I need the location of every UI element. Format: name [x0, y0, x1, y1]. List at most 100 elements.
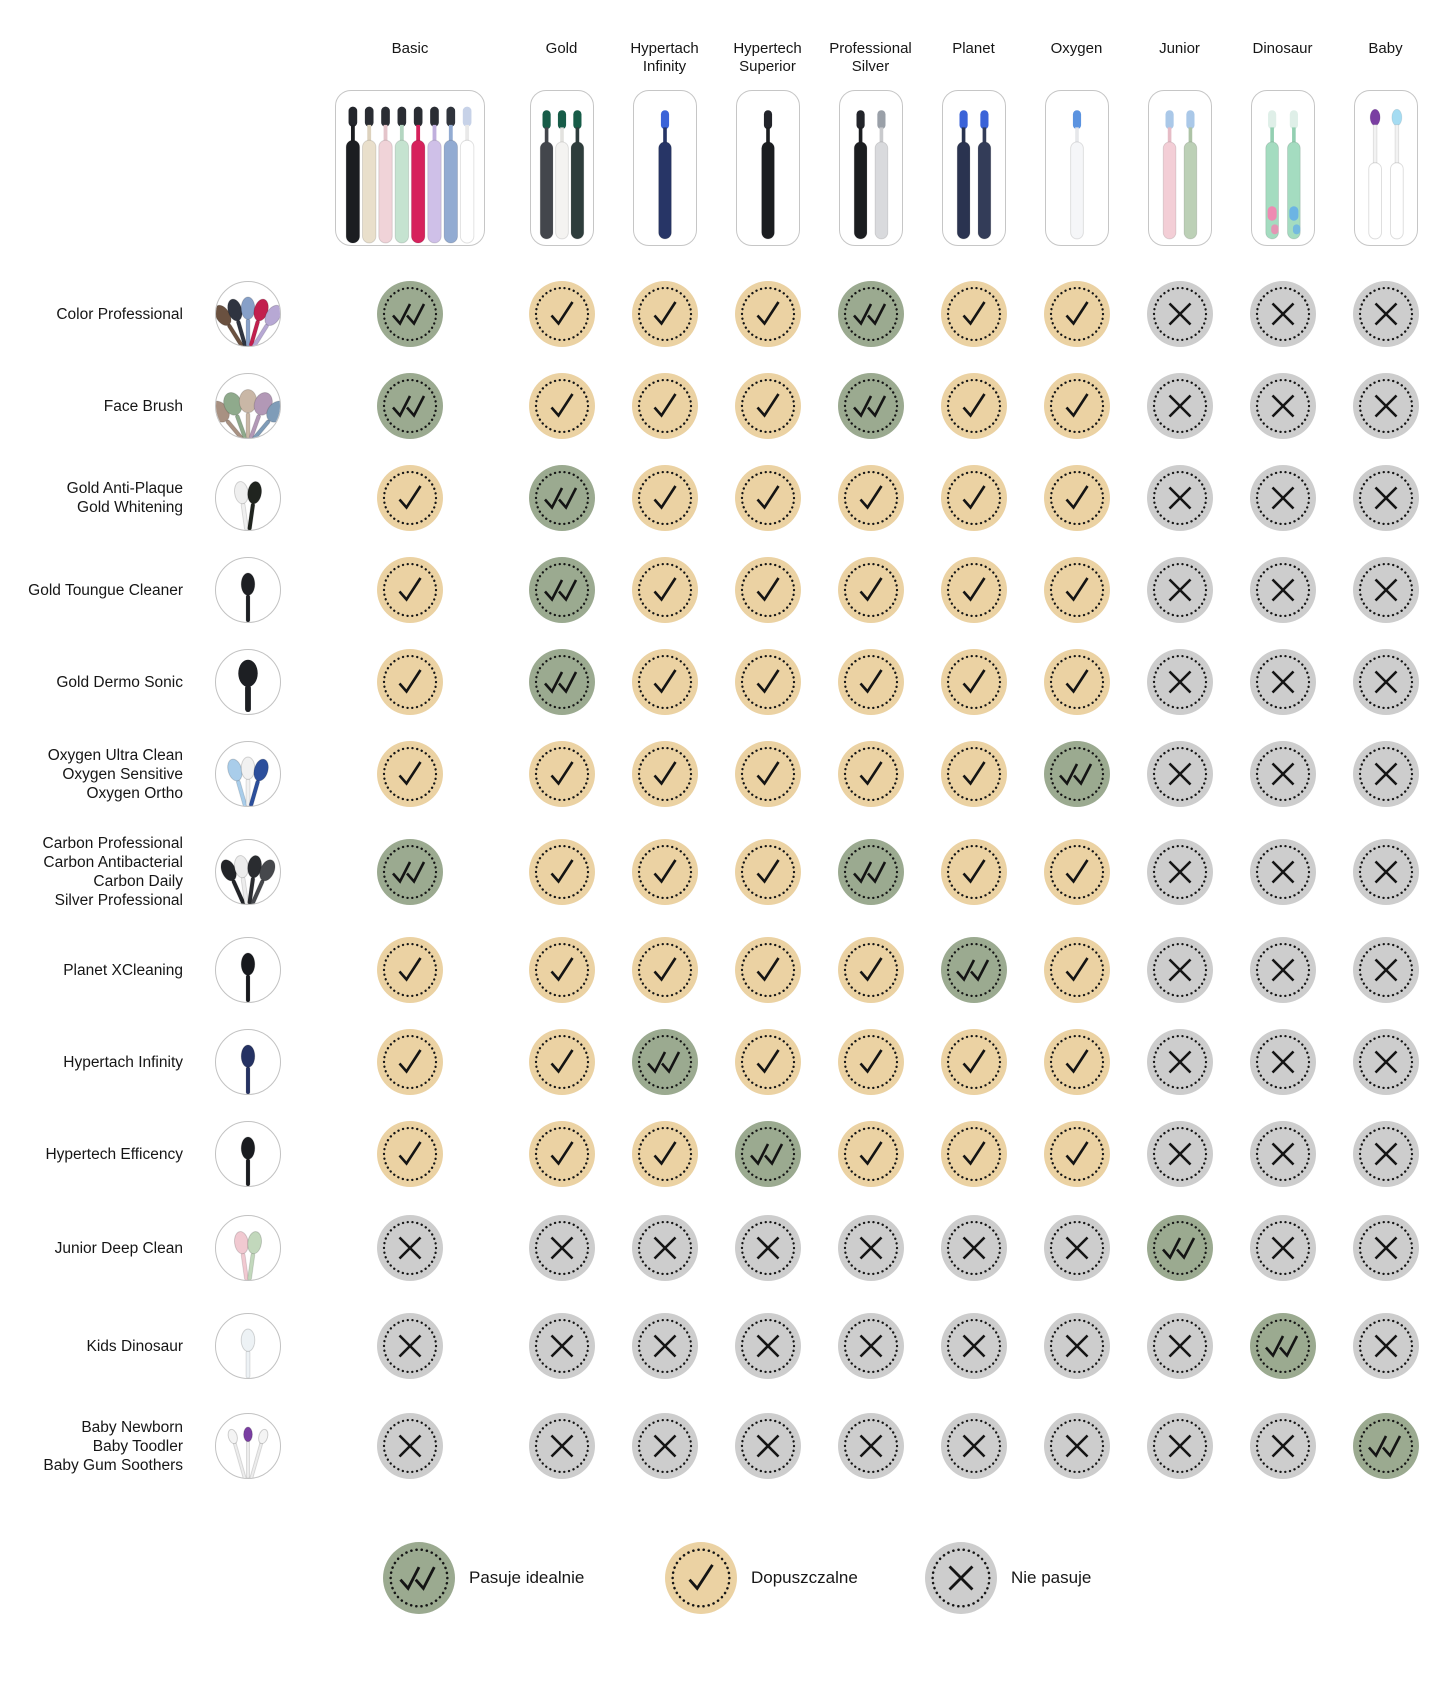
product-card-cell — [716, 90, 819, 246]
product-cards-row — [28, 90, 1440, 250]
cross-badge — [1352, 1313, 1419, 1379]
cell-kids-dinosaur-basic — [310, 1313, 510, 1379]
check-badge — [1043, 839, 1110, 905]
check-badge — [528, 1121, 595, 1187]
product-card-cell — [310, 90, 510, 246]
cross-badge — [1352, 1215, 1419, 1281]
cell-carbon-silver-hypertech-superior — [716, 839, 819, 905]
cross-badge — [734, 1313, 801, 1379]
cell-gold-toungue-cleaner-dinosaur — [1231, 557, 1334, 623]
hypertech-efficency-illustration-icon — [240, 1136, 255, 1186]
toothbrush-illustration — [539, 110, 584, 240]
cell-planet-xcleaning-junior — [1128, 937, 1231, 1003]
cross-badge — [1249, 373, 1316, 439]
matrix-row-baby-heads: Baby Newborn Baby Toodler Baby Gum Soother… — [28, 1396, 1440, 1496]
check-badge — [377, 937, 443, 1003]
check-badge — [940, 281, 1007, 347]
double-check-badge — [940, 937, 1007, 1003]
junior-deep-clean-brush-head-icon — [214, 1215, 281, 1281]
cross-badge — [1146, 557, 1213, 623]
check-badge — [631, 465, 698, 531]
row-icon-cell — [185, 557, 310, 623]
cross-badge — [528, 1313, 595, 1379]
toothbrush-illustration — [956, 110, 991, 240]
legend-label-best: Pasuje idealnie — [469, 1568, 585, 1587]
cell-planet-xcleaning-hypertach-infinity — [613, 937, 716, 1003]
check-badge — [940, 1121, 1007, 1187]
cross-badge — [940, 1413, 1007, 1479]
check-badge — [940, 649, 1007, 715]
check-badge — [377, 1029, 443, 1095]
column-header-oxygen: Oxygen — [1050, 40, 1103, 57]
double-check-badge — [631, 1029, 698, 1095]
check-badge — [1043, 937, 1110, 1003]
check-badge — [665, 1542, 737, 1614]
check-badge — [734, 741, 801, 807]
cell-hypertech-efficency-planet — [922, 1121, 1025, 1187]
cell-junior-deep-clean-gold — [510, 1215, 613, 1281]
cross-badge — [1352, 937, 1419, 1003]
cell-baby-heads-planet — [922, 1413, 1025, 1479]
double-check-badge — [734, 1121, 801, 1187]
toothbrush-illustration — [760, 110, 775, 240]
cell-junior-deep-clean-dinosaur — [1231, 1215, 1334, 1281]
product-thumbnail-hypertach-infinity — [632, 90, 697, 246]
cross-badge — [1352, 649, 1419, 715]
cell-oxygen-heads-gold — [510, 741, 613, 807]
cell-hypertech-efficency-gold — [510, 1121, 613, 1187]
legend-label-ok: Dopuszczalne — [751, 1568, 858, 1587]
cell-gold-dermo-sonic-baby — [1334, 649, 1437, 715]
cell-gold-anti-plaque-junior — [1128, 465, 1231, 531]
cross-badge — [1043, 1413, 1110, 1479]
cell-gold-anti-plaque-planet — [922, 465, 1025, 531]
product-card-cell — [510, 90, 613, 246]
cell-gold-anti-plaque-oxygen — [1025, 465, 1128, 531]
cell-color-professional-gold — [510, 281, 613, 347]
cross-badge — [1146, 1313, 1213, 1379]
cross-badge — [734, 1215, 801, 1281]
planet-xcleaning-brush-head-icon — [214, 937, 281, 1003]
cell-gold-dermo-sonic-oxygen — [1025, 649, 1128, 715]
check-badge — [734, 373, 801, 439]
cell-baby-heads-dinosaur — [1231, 1413, 1334, 1479]
hypertach-infinity-head-brush-head-icon — [214, 1029, 281, 1095]
cell-gold-toungue-cleaner-junior — [1128, 557, 1231, 623]
check-badge — [631, 839, 698, 905]
cell-hypertach-infinity-head-oxygen — [1025, 1029, 1128, 1095]
double-check-badge — [837, 373, 904, 439]
carbon-silver-illustration-icon — [220, 855, 275, 904]
hypertach-infinity-head-illustration-icon — [240, 1044, 255, 1094]
cross-badge — [1146, 741, 1213, 807]
check-badge — [631, 937, 698, 1003]
double-check-badge — [1352, 1413, 1419, 1479]
cell-gold-anti-plaque-hypertach-infinity — [613, 465, 716, 531]
cell-gold-dermo-sonic-professional-silver — [819, 649, 922, 715]
cell-gold-dermo-sonic-basic — [310, 649, 510, 715]
product-card-cell — [1334, 90, 1437, 246]
gold-dermo-sonic-brush-head-icon — [214, 649, 281, 715]
check-badge — [631, 281, 698, 347]
cell-face-brush-junior — [1128, 373, 1231, 439]
check-badge — [377, 741, 443, 807]
cell-planet-xcleaning-baby — [1334, 937, 1437, 1003]
product-card-cell — [1025, 90, 1128, 246]
cell-hypertech-efficency-hypertach-infinity — [613, 1121, 716, 1187]
cell-carbon-silver-planet — [922, 839, 1025, 905]
cross-badge — [1249, 839, 1316, 905]
cell-planet-xcleaning-hypertech-superior — [716, 937, 819, 1003]
cell-kids-dinosaur-professional-silver — [819, 1313, 922, 1379]
check-badge — [377, 649, 443, 715]
cell-carbon-silver-oxygen — [1025, 839, 1128, 905]
legend-item-ok: Dopuszczalne — [665, 1542, 858, 1614]
check-badge — [631, 741, 698, 807]
double-check-badge — [1146, 1215, 1213, 1281]
cell-face-brush-gold — [510, 373, 613, 439]
cell-color-professional-dinosaur — [1231, 281, 1334, 347]
cell-color-professional-hypertach-infinity — [613, 281, 716, 347]
toothbrush-illustration — [1264, 110, 1301, 240]
gold-toungue-cleaner-brush-head-icon — [214, 557, 281, 623]
color-professional-brush-head-icon — [214, 281, 281, 347]
check-badge — [528, 281, 595, 347]
cross-badge — [631, 1215, 698, 1281]
cell-hypertech-efficency-junior — [1128, 1121, 1231, 1187]
